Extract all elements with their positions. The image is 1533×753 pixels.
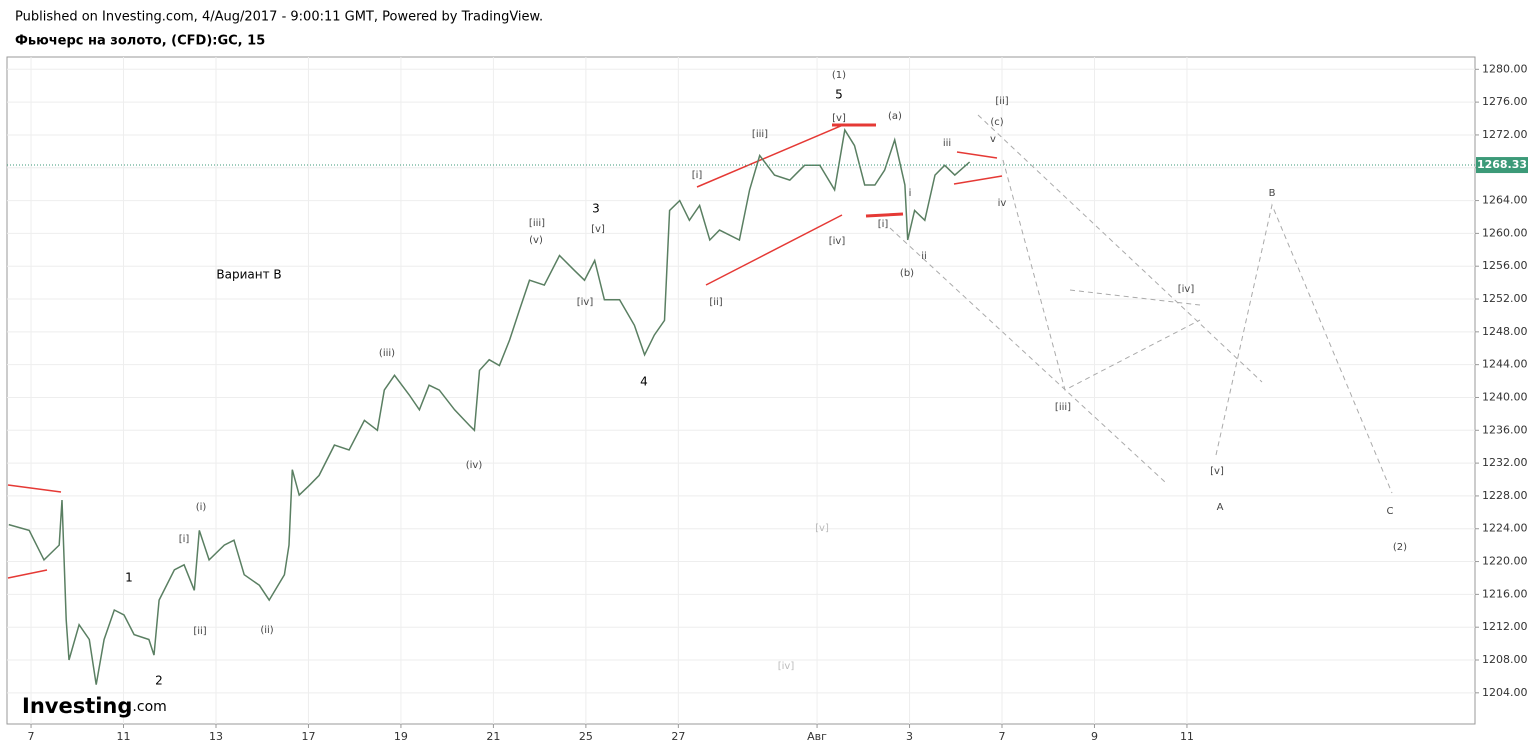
y-tick-label: 1224.00 <box>1482 522 1528 535</box>
wave-label: [v] <box>591 224 605 235</box>
last-price-label: 1268.33 <box>1477 158 1527 171</box>
x-tick-label: 11 <box>117 730 131 743</box>
x-tick-label: 11 <box>1180 730 1194 743</box>
x-tick-label: 17 <box>301 730 315 743</box>
wave-label: [iii] <box>529 218 545 229</box>
wave-label: [i] <box>179 534 190 545</box>
wave-label: Вариант B <box>216 268 281 282</box>
wave-label: 2 <box>155 674 163 688</box>
wave-label: (1) <box>832 70 846 81</box>
y-tick-label: 1236.00 <box>1482 423 1528 436</box>
x-tick-label: 25 <box>579 730 593 743</box>
wave-label: [iv] <box>778 661 795 672</box>
x-tick-label: 7 <box>28 730 35 743</box>
y-tick-label: 1280.00 <box>1482 62 1528 75</box>
y-tick-label: 1248.00 <box>1482 325 1528 338</box>
wave-label: 1 <box>125 571 133 585</box>
y-tick-label: 1244.00 <box>1482 358 1528 371</box>
symbol: Фьючерс на золото, (CFD):GC, 15 <box>15 34 265 49</box>
wave-label: (i) <box>196 502 207 513</box>
wave-label: iii <box>943 138 951 149</box>
wave-label: (ii) <box>260 625 273 636</box>
x-tick-label: 13 <box>209 730 223 743</box>
y-tick-label: 1272.00 <box>1482 128 1528 141</box>
wave-label: 5 <box>835 88 843 102</box>
wave-label: [v] <box>1210 466 1224 477</box>
y-tick-label: 1216.00 <box>1482 587 1528 600</box>
x-tick-label: 3 <box>906 730 913 743</box>
wave-label: 4 <box>640 375 648 389</box>
wave-label: v <box>990 134 996 145</box>
plot-frame <box>6 56 1476 725</box>
y-tick-label: 1212.00 <box>1482 620 1528 633</box>
logo: Investing.com <box>22 694 167 718</box>
wave-label: [ii] <box>995 96 1008 107</box>
wave-label: B <box>1269 188 1276 199</box>
x-tick-label: Авг <box>807 730 827 743</box>
published: Published on Investing.com, 4/Aug/2017 -… <box>15 10 543 25</box>
wave-label: (b) <box>900 268 914 279</box>
wave-label: [i] <box>692 170 703 181</box>
x-tick-label: 7 <box>999 730 1006 743</box>
logo-text: Investing <box>22 694 132 718</box>
wave-label: A <box>1217 502 1224 513</box>
y-tick-label: 1240.00 <box>1482 390 1528 403</box>
wave-label: i <box>909 188 912 199</box>
logo-suffix: .com <box>132 699 166 715</box>
price-line <box>8 127 971 685</box>
wave-label: 3 <box>592 202 600 216</box>
wave-label: [iii] <box>1055 402 1071 413</box>
last-price-box <box>1476 157 1528 174</box>
wave-label: [iv] <box>829 236 846 247</box>
y-tick-label: 1228.00 <box>1482 489 1528 502</box>
annotation-lines <box>7 114 1393 579</box>
y-tick-label: 1252.00 <box>1482 292 1528 305</box>
y-tick-label: 1204.00 <box>1482 686 1528 699</box>
x-tick-label: 21 <box>486 730 500 743</box>
wave-label: (2) <box>1393 542 1407 553</box>
wave-label: [v] <box>815 523 829 534</box>
y-tick-label: 1276.00 <box>1482 95 1528 108</box>
wave-label: ii <box>921 251 927 262</box>
wave-label: (v) <box>529 235 543 246</box>
wave-label: [ii] <box>193 626 206 637</box>
y-tick-label: 1232.00 <box>1482 456 1528 469</box>
x-tick-label: 27 <box>671 730 685 743</box>
y-tick-label: 1256.00 <box>1482 259 1528 272</box>
wave-label: (c) <box>990 117 1003 128</box>
wave-label: C <box>1387 506 1394 517</box>
wave-label: (iii) <box>379 348 395 359</box>
wave-label: iv <box>998 198 1007 209</box>
wave-label: (a) <box>888 111 902 122</box>
x-tick-label: 9 <box>1091 730 1098 743</box>
y-tick-label: 1264.00 <box>1482 194 1528 207</box>
wave-label: [v] <box>832 113 846 124</box>
wave-label: (iv) <box>466 460 483 471</box>
wave-label: [iii] <box>752 129 768 140</box>
y-tick-label: 1220.00 <box>1482 555 1528 568</box>
wave-label: [i] <box>878 219 889 230</box>
wave-label: [iv] <box>577 297 594 308</box>
y-tick-label: 1208.00 <box>1482 653 1528 666</box>
y-tick-label: 1260.00 <box>1482 226 1528 239</box>
x-tick-label: 19 <box>394 730 408 743</box>
wave-label: [ii] <box>709 297 722 308</box>
grid <box>7 57 1475 724</box>
wave-label: [iv] <box>1178 284 1195 295</box>
